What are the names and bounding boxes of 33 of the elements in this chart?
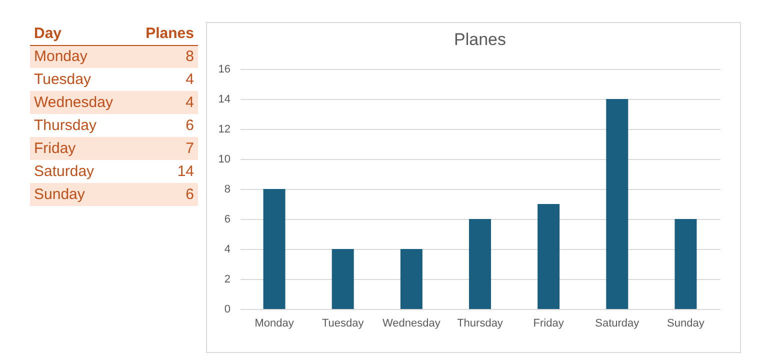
- text: 14: [176, 162, 195, 182]
- text: Day: [30, 22, 132, 45]
- x-tick-label: Thursday: [457, 318, 504, 330]
- y-tick-label: 6: [224, 214, 230, 226]
- text: 6: [184, 116, 195, 136]
- chart-title: Planes: [454, 30, 506, 49]
- text: Tuesday: [33, 70, 92, 90]
- text: Monday: [30, 45, 132, 68]
- text: 7: [132, 137, 198, 160]
- y-tick-label: 10: [218, 154, 230, 166]
- text: 6: [132, 183, 198, 206]
- x-tick-label: Friday: [533, 318, 564, 330]
- text: 8: [132, 45, 198, 68]
- text: 4: [184, 70, 195, 90]
- y-tick-label: 0: [224, 304, 230, 316]
- text: Saturday: [33, 162, 96, 182]
- y-tick-label: 8: [224, 184, 230, 196]
- text: Thursday: [33, 116, 98, 136]
- text: Wednesday: [30, 91, 132, 114]
- text: 4: [132, 91, 198, 114]
- x-tick-label: Monday: [254, 318, 294, 330]
- y-tick-label: 2: [224, 274, 230, 286]
- x-tick-label: Wednesday: [382, 318, 441, 330]
- text: Friday: [30, 137, 132, 160]
- text: Planes: [132, 22, 198, 45]
- text: Sunday: [30, 183, 132, 206]
- y-tick-label: 16: [218, 64, 230, 76]
- y-tick-label: 12: [218, 124, 230, 136]
- x-tick-label: Tuesday: [322, 318, 364, 330]
- x-tick-label: Sunday: [667, 318, 705, 330]
- x-tick-label: Saturday: [595, 318, 640, 330]
- y-tick-label: 4: [224, 244, 230, 256]
- y-tick-label: 14: [218, 94, 230, 106]
